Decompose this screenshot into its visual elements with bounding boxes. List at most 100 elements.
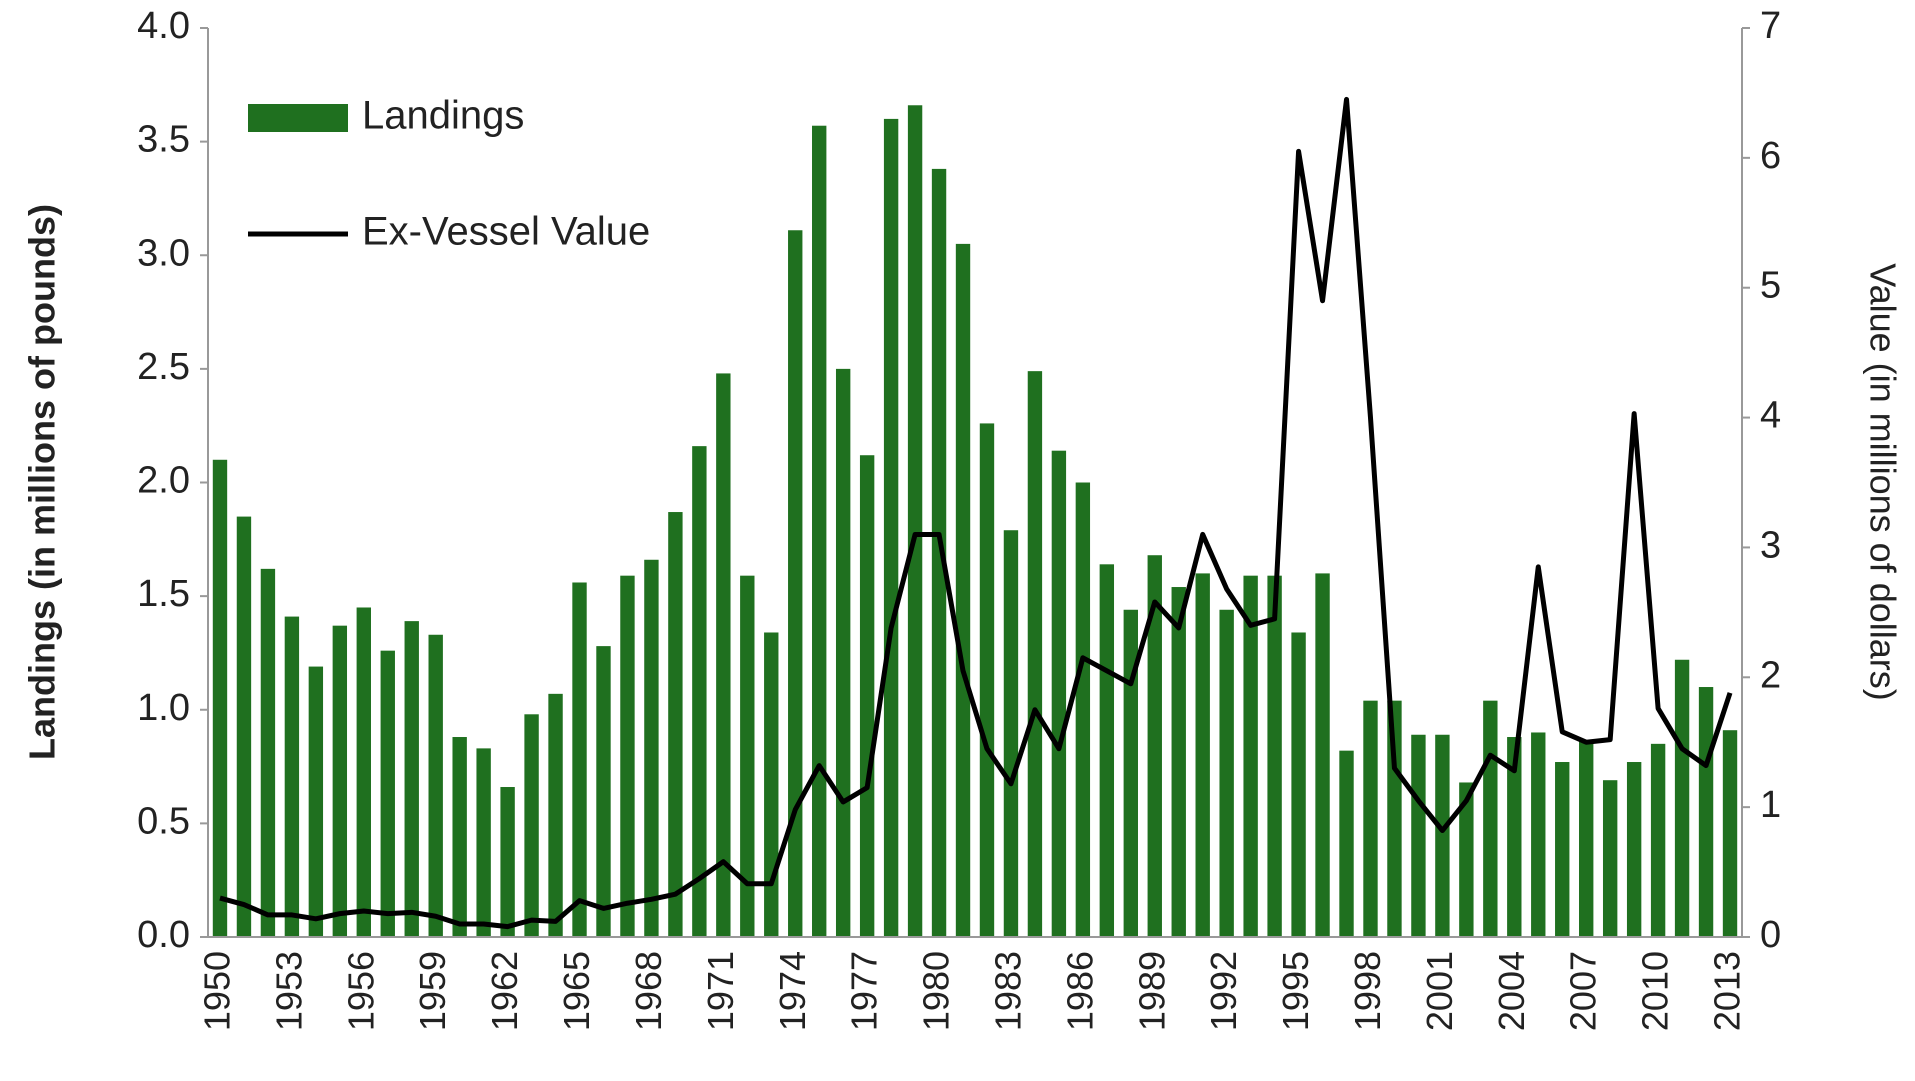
x-tick-label: 2004 (1491, 951, 1532, 1031)
x-tick-label: 1965 (556, 951, 597, 1031)
x-tick-label: 1971 (700, 951, 741, 1031)
bar (356, 607, 371, 937)
bar (332, 625, 348, 937)
y-tick-label: 3.5 (137, 119, 190, 161)
bar (1051, 450, 1067, 937)
x-tick-label: 1974 (772, 951, 813, 1031)
bar (452, 737, 467, 937)
bar (548, 693, 563, 937)
bar (236, 516, 252, 937)
bar (428, 634, 443, 937)
x-tick-label: 1992 (1203, 951, 1244, 1031)
bar (740, 575, 755, 937)
bar (596, 646, 611, 937)
bar (1531, 732, 1546, 937)
bar (1099, 564, 1115, 937)
x-tick-label: 1959 (412, 951, 453, 1031)
bar (668, 512, 683, 937)
bar (212, 459, 228, 937)
bar (1435, 734, 1450, 937)
bar (1555, 762, 1570, 937)
bar (500, 787, 515, 937)
bar (979, 423, 995, 937)
bar (572, 582, 587, 937)
bar (1674, 659, 1690, 937)
bar (1195, 573, 1210, 937)
bar (1698, 687, 1714, 937)
y-tick-label: 1.0 (137, 687, 190, 729)
bar (380, 650, 395, 937)
bar (1123, 609, 1138, 937)
legend-label: Landings (362, 94, 524, 138)
bar (1075, 482, 1091, 937)
x-tick-label: 2013 (1707, 951, 1748, 1031)
line (219, 96, 1733, 930)
y2-tick-label: 6 (1760, 135, 1781, 177)
y2-tick-label: 3 (1760, 524, 1781, 566)
y2-tick-label: 4 (1760, 395, 1781, 437)
x-tick-label: 1950 (197, 951, 238, 1031)
x-tick-label: 1998 (1347, 951, 1388, 1031)
x-tick-label: 1983 (987, 951, 1028, 1031)
x-tick-label: 1977 (844, 951, 885, 1031)
bar (1626, 762, 1642, 937)
y-tick-label: 2.5 (137, 346, 190, 388)
bar (620, 575, 635, 937)
legend-label: Ex-Vessel Value (362, 210, 650, 254)
bar (1219, 609, 1234, 937)
bar (716, 373, 731, 937)
bar (1602, 780, 1618, 937)
bar (1291, 632, 1306, 937)
bar (1459, 782, 1474, 937)
bar (1722, 730, 1738, 937)
bar (1650, 743, 1666, 937)
bar (692, 446, 707, 937)
bar (1411, 734, 1426, 937)
y2-tick-label: 1 (1760, 784, 1781, 826)
y-tick-label: 2.0 (137, 460, 190, 502)
bar (835, 368, 851, 937)
x-tick-label: 2010 (1635, 951, 1676, 1031)
y2-tick-label: 2 (1760, 654, 1781, 696)
bar (764, 632, 779, 937)
y-axis-label: Landings (in millions of pounds) (22, 204, 63, 760)
bar (476, 748, 491, 937)
bar (859, 455, 875, 937)
bar (284, 616, 300, 937)
x-tick-label: 1953 (268, 951, 309, 1031)
x-tick-label: 1962 (484, 951, 525, 1031)
bar (788, 230, 803, 937)
bar (1315, 573, 1330, 937)
bar (1387, 700, 1402, 937)
bar (1267, 575, 1282, 937)
bar (1147, 555, 1162, 937)
bar (1339, 750, 1354, 937)
bar (404, 621, 419, 937)
bar (308, 666, 324, 937)
x-tick-label: 1956 (340, 951, 381, 1031)
x-tick-label: 1968 (628, 951, 669, 1031)
bar (812, 125, 827, 937)
bar (524, 714, 539, 937)
bar (260, 568, 276, 937)
y2-tick-label: 7 (1760, 5, 1781, 47)
bar (1003, 530, 1019, 937)
y-tick-label: 4.0 (137, 5, 190, 47)
y2-tick-label: 0 (1760, 914, 1781, 956)
bar (907, 105, 923, 937)
bar (1171, 587, 1186, 937)
y-tick-label: 0.5 (137, 800, 190, 842)
bar (931, 168, 947, 937)
legend-swatch (248, 104, 348, 132)
bar (1579, 741, 1594, 937)
x-tick-label: 1980 (916, 951, 957, 1031)
x-tick-label: 2001 (1419, 951, 1460, 1031)
y-tick-label: 3.0 (137, 232, 190, 274)
y2-tick-label: 5 (1760, 265, 1781, 307)
bar (1507, 737, 1522, 937)
bar (883, 118, 899, 937)
y2-axis-label: Value (in millions of dollars) (1862, 263, 1903, 701)
bar (1027, 371, 1043, 938)
x-tick-label: 1995 (1275, 951, 1316, 1031)
